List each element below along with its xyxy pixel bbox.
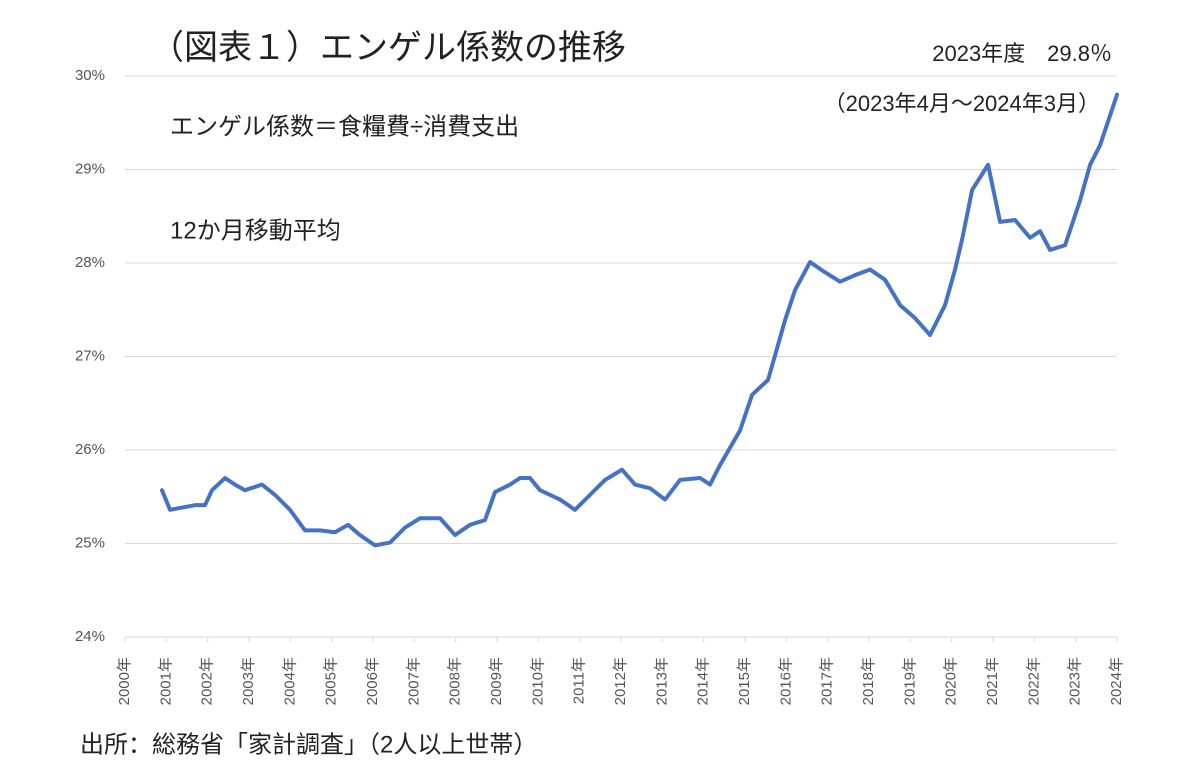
y-tick-label: 28% [75, 254, 105, 271]
y-tick-label: 30% [75, 67, 105, 84]
x-tick-label: 2020年 [943, 657, 960, 705]
x-tick-label: 2015年 [736, 657, 753, 705]
x-tick-label: 2013年 [653, 657, 670, 705]
x-tick-label: 2009年 [488, 657, 505, 705]
y-tick-label: 25% [75, 534, 105, 551]
annotation: （2023年4月～2024年3月） [824, 91, 1100, 116]
x-tick-label: 2024年 [1108, 657, 1125, 705]
x-tick-label: 2001年 [157, 657, 174, 705]
x-tick-label: 2023年 [1067, 657, 1084, 705]
annotation: 2023年度 29.8％ [932, 41, 1112, 66]
x-tick-label: 2000年 [116, 657, 133, 705]
chart-title: （図表１）エンゲル係数の推移 [150, 29, 626, 67]
x-tick-label: 2007年 [405, 657, 422, 705]
x-tick-label: 2003年 [240, 657, 257, 705]
x-tick-label: 2011年 [571, 657, 588, 704]
line-series [159, 92, 1119, 548]
x-tick-label: 2002年 [199, 657, 216, 705]
x-tick-label: 2018年 [860, 657, 877, 705]
x-tick-label: 2016年 [777, 657, 794, 705]
y-tick-label: 29% [75, 160, 105, 177]
annotation: 12か月移動平均 [170, 217, 341, 244]
y-tick-label: 26% [75, 441, 105, 458]
x-tick-label: 2019年 [901, 657, 918, 705]
y-tick-label: 24% [75, 628, 105, 645]
x-tick-label: 2014年 [695, 657, 712, 705]
x-tick-label: 2008年 [447, 657, 464, 705]
x-tick-label: 2005年 [323, 657, 340, 705]
x-tick-label: 2012年 [612, 657, 629, 705]
x-tick-label: 2022年 [1025, 657, 1042, 705]
x-tick-label: 2017年 [819, 657, 836, 705]
x-tick-label: 2004年 [281, 657, 298, 705]
annotation: エンゲル係数＝食糧費÷消費支出 [170, 113, 519, 140]
y-tick-label: 27% [75, 347, 105, 364]
x-tick-label: 2006年 [364, 657, 381, 705]
source: 出所：総務省「家計調査」（2人以上世帯） [80, 731, 537, 758]
x-tick-label: 2010年 [529, 657, 546, 705]
x-tick-label: 2021年 [984, 657, 1001, 705]
